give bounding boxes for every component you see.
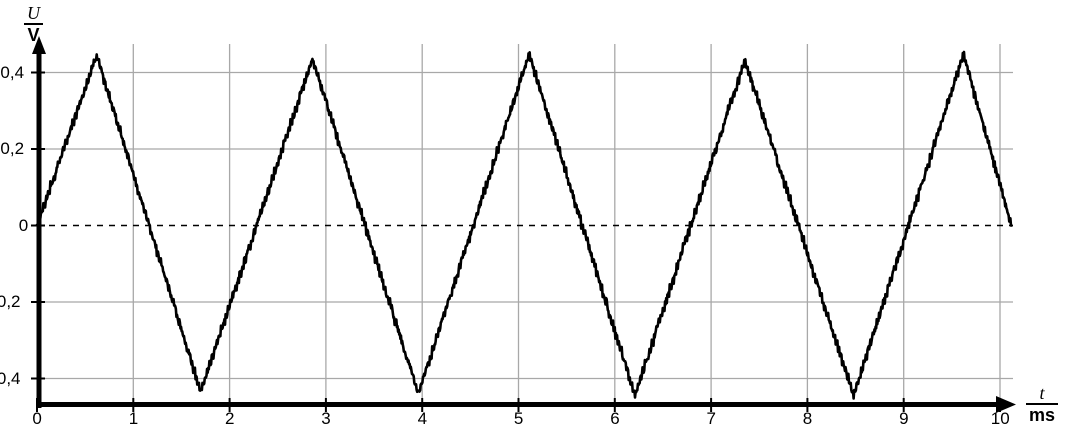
y-tick-label: -0,2 bbox=[0, 292, 21, 311]
x-tick-label: 3 bbox=[321, 409, 331, 428]
fraction-bar-icon bbox=[24, 23, 43, 25]
y-axis bbox=[32, 36, 46, 408]
horizontal-gridlines bbox=[37, 71, 1013, 380]
x-tick-label: 8 bbox=[802, 409, 813, 428]
y-axis-label-denominator: V bbox=[27, 25, 40, 45]
x-tick-label: 1 bbox=[128, 409, 139, 428]
x-tick-label: 2 bbox=[225, 409, 235, 428]
x-tick-label: 10 bbox=[990, 409, 1010, 428]
x-axis-label-denominator: ms bbox=[1029, 405, 1056, 425]
grid-lines bbox=[37, 44, 1013, 404]
vertical-gridlines bbox=[132, 44, 1001, 404]
x-axis bbox=[37, 396, 1016, 413]
x-tick-label: 0 bbox=[32, 409, 42, 428]
y-axis-label-numerator: U bbox=[27, 3, 40, 23]
x-tick-label: 6 bbox=[610, 409, 620, 428]
signal-trace bbox=[35, 50, 1013, 400]
y-axis-label: U V bbox=[24, 4, 43, 44]
y-tick-label: -0,4 bbox=[0, 368, 21, 388]
x-tick-label: 7 bbox=[706, 409, 716, 428]
y-tick-label: 0,4 bbox=[0, 62, 25, 82]
x-tick-label: 9 bbox=[899, 409, 909, 428]
x-axis-label-numerator: t bbox=[1039, 383, 1045, 403]
x-tick-label: 4 bbox=[417, 409, 428, 428]
y-tick-label: 0 bbox=[18, 215, 29, 235]
x-axis-label: t ms bbox=[1026, 383, 1059, 425]
fraction-bar-icon bbox=[1026, 403, 1059, 405]
x-axis-ticks bbox=[36, 398, 1001, 412]
y-tick-label: 0,2 bbox=[0, 139, 25, 158]
x-tick-label: 5 bbox=[513, 409, 524, 428]
